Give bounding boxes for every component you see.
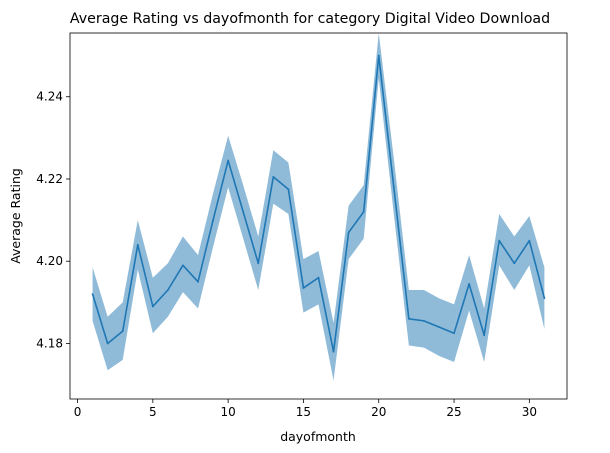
data-point (272, 176, 275, 178)
x-tick-label: 10 (220, 405, 235, 419)
data-point (362, 210, 365, 213)
data-point (438, 326, 440, 328)
data-point (407, 317, 410, 320)
data-point (106, 342, 109, 345)
data-point (513, 262, 516, 265)
x-axis: 0 5 10 15 20 25 30 (74, 399, 537, 419)
x-tick-label: 30 (522, 405, 537, 419)
x-tick-label: 25 (446, 405, 461, 419)
data-point (543, 297, 546, 300)
data-point (528, 239, 531, 242)
data-point (483, 334, 486, 337)
data-point (498, 239, 501, 242)
data-point (166, 289, 169, 291)
y-tick-label: 4.18 (36, 336, 63, 350)
data-point (347, 231, 350, 234)
data-point (302, 287, 305, 289)
data-point (91, 293, 94, 296)
y-axis-label: Average Rating (8, 168, 23, 264)
y-axis: 4.18 4.20 4.22 4.24 (36, 90, 70, 350)
data-point (136, 243, 139, 246)
x-tick-label: 15 (296, 405, 311, 419)
x-tick-label: 0 (74, 405, 82, 419)
data-point (242, 210, 245, 213)
data-point (332, 350, 335, 353)
data-point (197, 280, 199, 283)
data-point (257, 262, 260, 265)
data-point (212, 219, 214, 222)
data-point (453, 332, 455, 335)
data-point (317, 276, 320, 279)
y-tick-label: 4.20 (36, 254, 63, 268)
y-tick-label: 4.24 (36, 90, 63, 104)
chart-title: Average Rating vs dayofmonth for categor… (70, 11, 550, 27)
confidence-band (92, 33, 545, 381)
x-tick-label: 20 (371, 405, 386, 419)
data-point (392, 186, 395, 189)
plot-area (91, 33, 546, 381)
data-point (287, 188, 290, 191)
data-point (182, 264, 184, 267)
x-axis-label: dayofmonth (280, 429, 356, 444)
data-point (227, 159, 230, 162)
y-tick-label: 4.22 (36, 172, 63, 186)
data-point (121, 330, 124, 333)
x-tick-label: 5 (149, 405, 157, 419)
data-point (151, 305, 154, 308)
data-point (468, 282, 471, 285)
data-point (377, 54, 380, 57)
data-point (423, 319, 425, 322)
axes-frame (69, 32, 568, 400)
